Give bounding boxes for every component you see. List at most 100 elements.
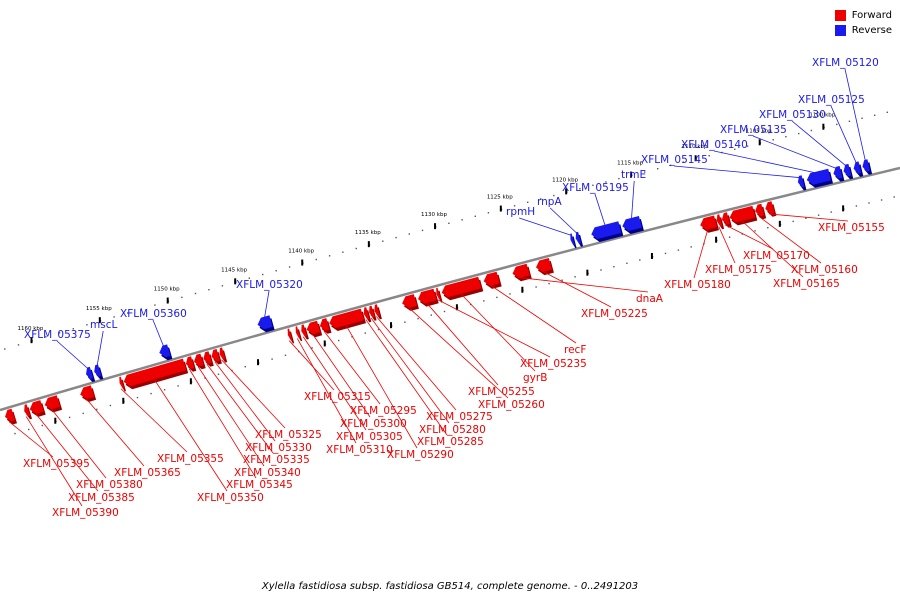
forward-gene-arrow[interactable] [483, 271, 500, 286]
reverse-gene-label[interactable]: rnpA [537, 196, 562, 208]
forward-gene-arrow[interactable] [24, 404, 30, 417]
forward-gene-arrow[interactable] [119, 376, 124, 389]
forward-gene-arrow[interactable] [5, 408, 15, 422]
forward-gene-arrow[interactable] [194, 353, 204, 367]
forward-gene-arrow[interactable] [211, 349, 220, 362]
reverse-gene-arrow[interactable] [622, 216, 642, 231]
reverse-gene-label[interactable]: trmE [621, 169, 646, 181]
forward-gene-arrow[interactable] [369, 305, 375, 318]
forward-gene-arrow[interactable] [700, 215, 717, 230]
reverse-gene-arrow[interactable] [570, 233, 575, 246]
reverse-gene-arrow[interactable] [862, 159, 871, 172]
reverse-gene-arrow[interactable] [797, 175, 805, 188]
forward-gene-label[interactable]: XFLM_05330 [245, 442, 312, 454]
reverse-gene-label[interactable]: XFLM_05120 [812, 57, 879, 69]
forward-gene-arrow[interactable] [287, 328, 293, 341]
forward-gene-leader [693, 229, 709, 279]
forward-gene-label[interactable]: XFLM_05335 [243, 454, 310, 466]
forward-gene-label[interactable]: XFLM_05155 [818, 222, 885, 234]
forward-gene-label[interactable]: XFLM_05180 [664, 279, 731, 291]
forward-gene-label[interactable]: XFLM_05170 [743, 250, 810, 262]
forward-gene-arrow[interactable] [729, 205, 756, 223]
forward-gene-label[interactable]: XFLM_05285 [417, 436, 484, 448]
forward-gene-arrow[interactable] [402, 294, 417, 308]
forward-gene-label[interactable]: XFLM_05280 [419, 424, 486, 436]
forward-gene-label[interactable]: recF [564, 344, 586, 356]
forward-gene-arrow[interactable] [219, 347, 226, 360]
forward-gene-arrow[interactable] [295, 326, 301, 339]
forward-gene-label[interactable]: XFLM_05235 [520, 358, 587, 370]
reverse-gene-arrow[interactable] [591, 221, 622, 239]
reverse-gene-arrow[interactable] [575, 231, 582, 244]
forward-gene-arrow[interactable] [755, 203, 765, 217]
reverse-gene-label[interactable]: XFLM_05320 [236, 279, 303, 291]
forward-gene-label[interactable]: XFLM_05225 [581, 308, 648, 320]
forward-gene-label[interactable]: XFLM_05310 [326, 444, 393, 456]
forward-gene-arrow[interactable] [80, 385, 95, 399]
reverse-gene-label[interactable]: XFLM_05125 [798, 94, 865, 106]
forward-gene-arrow[interactable] [29, 400, 44, 414]
forward-gene-arrow[interactable] [721, 212, 730, 225]
forward-gene-arrow[interactable] [374, 304, 380, 317]
forward-gene-label[interactable]: XFLM_05295 [350, 405, 417, 417]
reverse-gene-label[interactable]: mscL [90, 319, 117, 331]
forward-gene-label[interactable]: dnaA [636, 293, 664, 305]
forward-gene-label[interactable]: XFLM_05315 [304, 391, 371, 403]
scale-tick-label: 1130 kbp [421, 212, 447, 218]
forward-gene-label[interactable]: XFLM_05175 [705, 264, 772, 276]
forward-gene-label[interactable]: XFLM_05350 [197, 492, 264, 504]
forward-gene-leader [376, 316, 457, 411]
forward-gene-arrow[interactable] [512, 263, 530, 279]
forward-gene-label[interactable]: XFLM_05300 [340, 418, 407, 430]
reverse-gene-label[interactable]: XFLM_05135 [720, 124, 787, 136]
forward-gene-label[interactable]: XFLM_05275 [426, 411, 493, 423]
forward-gene-label[interactable]: XFLM_05380 [76, 479, 143, 491]
forward-gene-label[interactable]: XFLM_05260 [478, 399, 545, 411]
forward-gene-arrow[interactable] [123, 358, 187, 387]
forward-gene-label[interactable]: XFLM_05290 [387, 449, 454, 461]
forward-gene-arrow[interactable] [536, 258, 552, 273]
reverse-gene-arrow[interactable] [94, 364, 102, 377]
forward-gene-label[interactable]: gyrB [523, 372, 547, 384]
reverse-gene-label[interactable]: XFLM_05195 [562, 182, 629, 194]
forward-gene-label[interactable]: XFLM_05365 [114, 467, 181, 479]
forward-gene-label[interactable]: XFLM_05325 [255, 429, 322, 441]
forward-gene-label[interactable]: XFLM_05305 [336, 431, 403, 443]
reverse-gene-arrow[interactable] [833, 166, 843, 179]
forward-gene-arrow[interactable] [203, 351, 212, 364]
forward-gene-arrow[interactable] [436, 287, 441, 300]
reverse-gene-arrow[interactable] [257, 315, 273, 330]
forward-gene-label[interactable]: XFLM_05165 [773, 278, 840, 290]
reverse-gene-label[interactable]: XFLM_05360 [120, 308, 187, 320]
forward-gene-arrow[interactable] [441, 276, 482, 298]
forward-gene-arrow[interactable] [418, 288, 437, 304]
forward-gene-arrow[interactable] [363, 307, 370, 320]
forward-gene-arrow[interactable] [716, 214, 723, 227]
forward-gene-label[interactable]: XFLM_05390 [52, 507, 119, 519]
reverse-gene-label[interactable]: XFLM_05130 [759, 109, 826, 121]
forward-gene-arrow[interactable] [319, 318, 330, 331]
reverse-gene-arrow[interactable] [853, 161, 862, 174]
forward-gene-label[interactable]: XFLM_05340 [234, 467, 301, 479]
reverse-gene-arrow[interactable] [159, 344, 171, 358]
forward-gene-arrow[interactable] [301, 324, 307, 337]
forward-gene-leader [302, 336, 367, 431]
forward-gene-arrow[interactable] [185, 356, 195, 369]
reverse-gene-arrow[interactable] [806, 168, 831, 185]
forward-gene-label[interactable]: XFLM_05385 [68, 492, 135, 504]
forward-gene-label[interactable]: XFLM_05355 [157, 453, 224, 465]
forward-gene-arrow[interactable] [329, 308, 364, 328]
reverse-gene-arrow[interactable] [843, 163, 852, 177]
reverse-gene-label[interactable]: rpmH [506, 206, 535, 218]
forward-gene-arrow[interactable] [306, 320, 321, 335]
reverse-gene-arrow[interactable] [86, 366, 94, 380]
forward-gene-arrow[interactable] [44, 395, 61, 410]
forward-gene-arrow[interactable] [765, 201, 775, 214]
forward-gene-label[interactable]: XFLM_05345 [226, 479, 293, 491]
forward-gene-leader [426, 302, 499, 386]
forward-gene-label[interactable]: XFLM_05395 [23, 458, 90, 470]
reverse-gene-label[interactable]: XFLM_05375 [24, 329, 91, 341]
forward-gene-label[interactable]: XFLM_05160 [791, 264, 858, 276]
reverse-gene-label[interactable]: XFLM_05145 [641, 154, 708, 166]
reverse-gene-label[interactable]: XFLM_05140 [681, 139, 748, 151]
